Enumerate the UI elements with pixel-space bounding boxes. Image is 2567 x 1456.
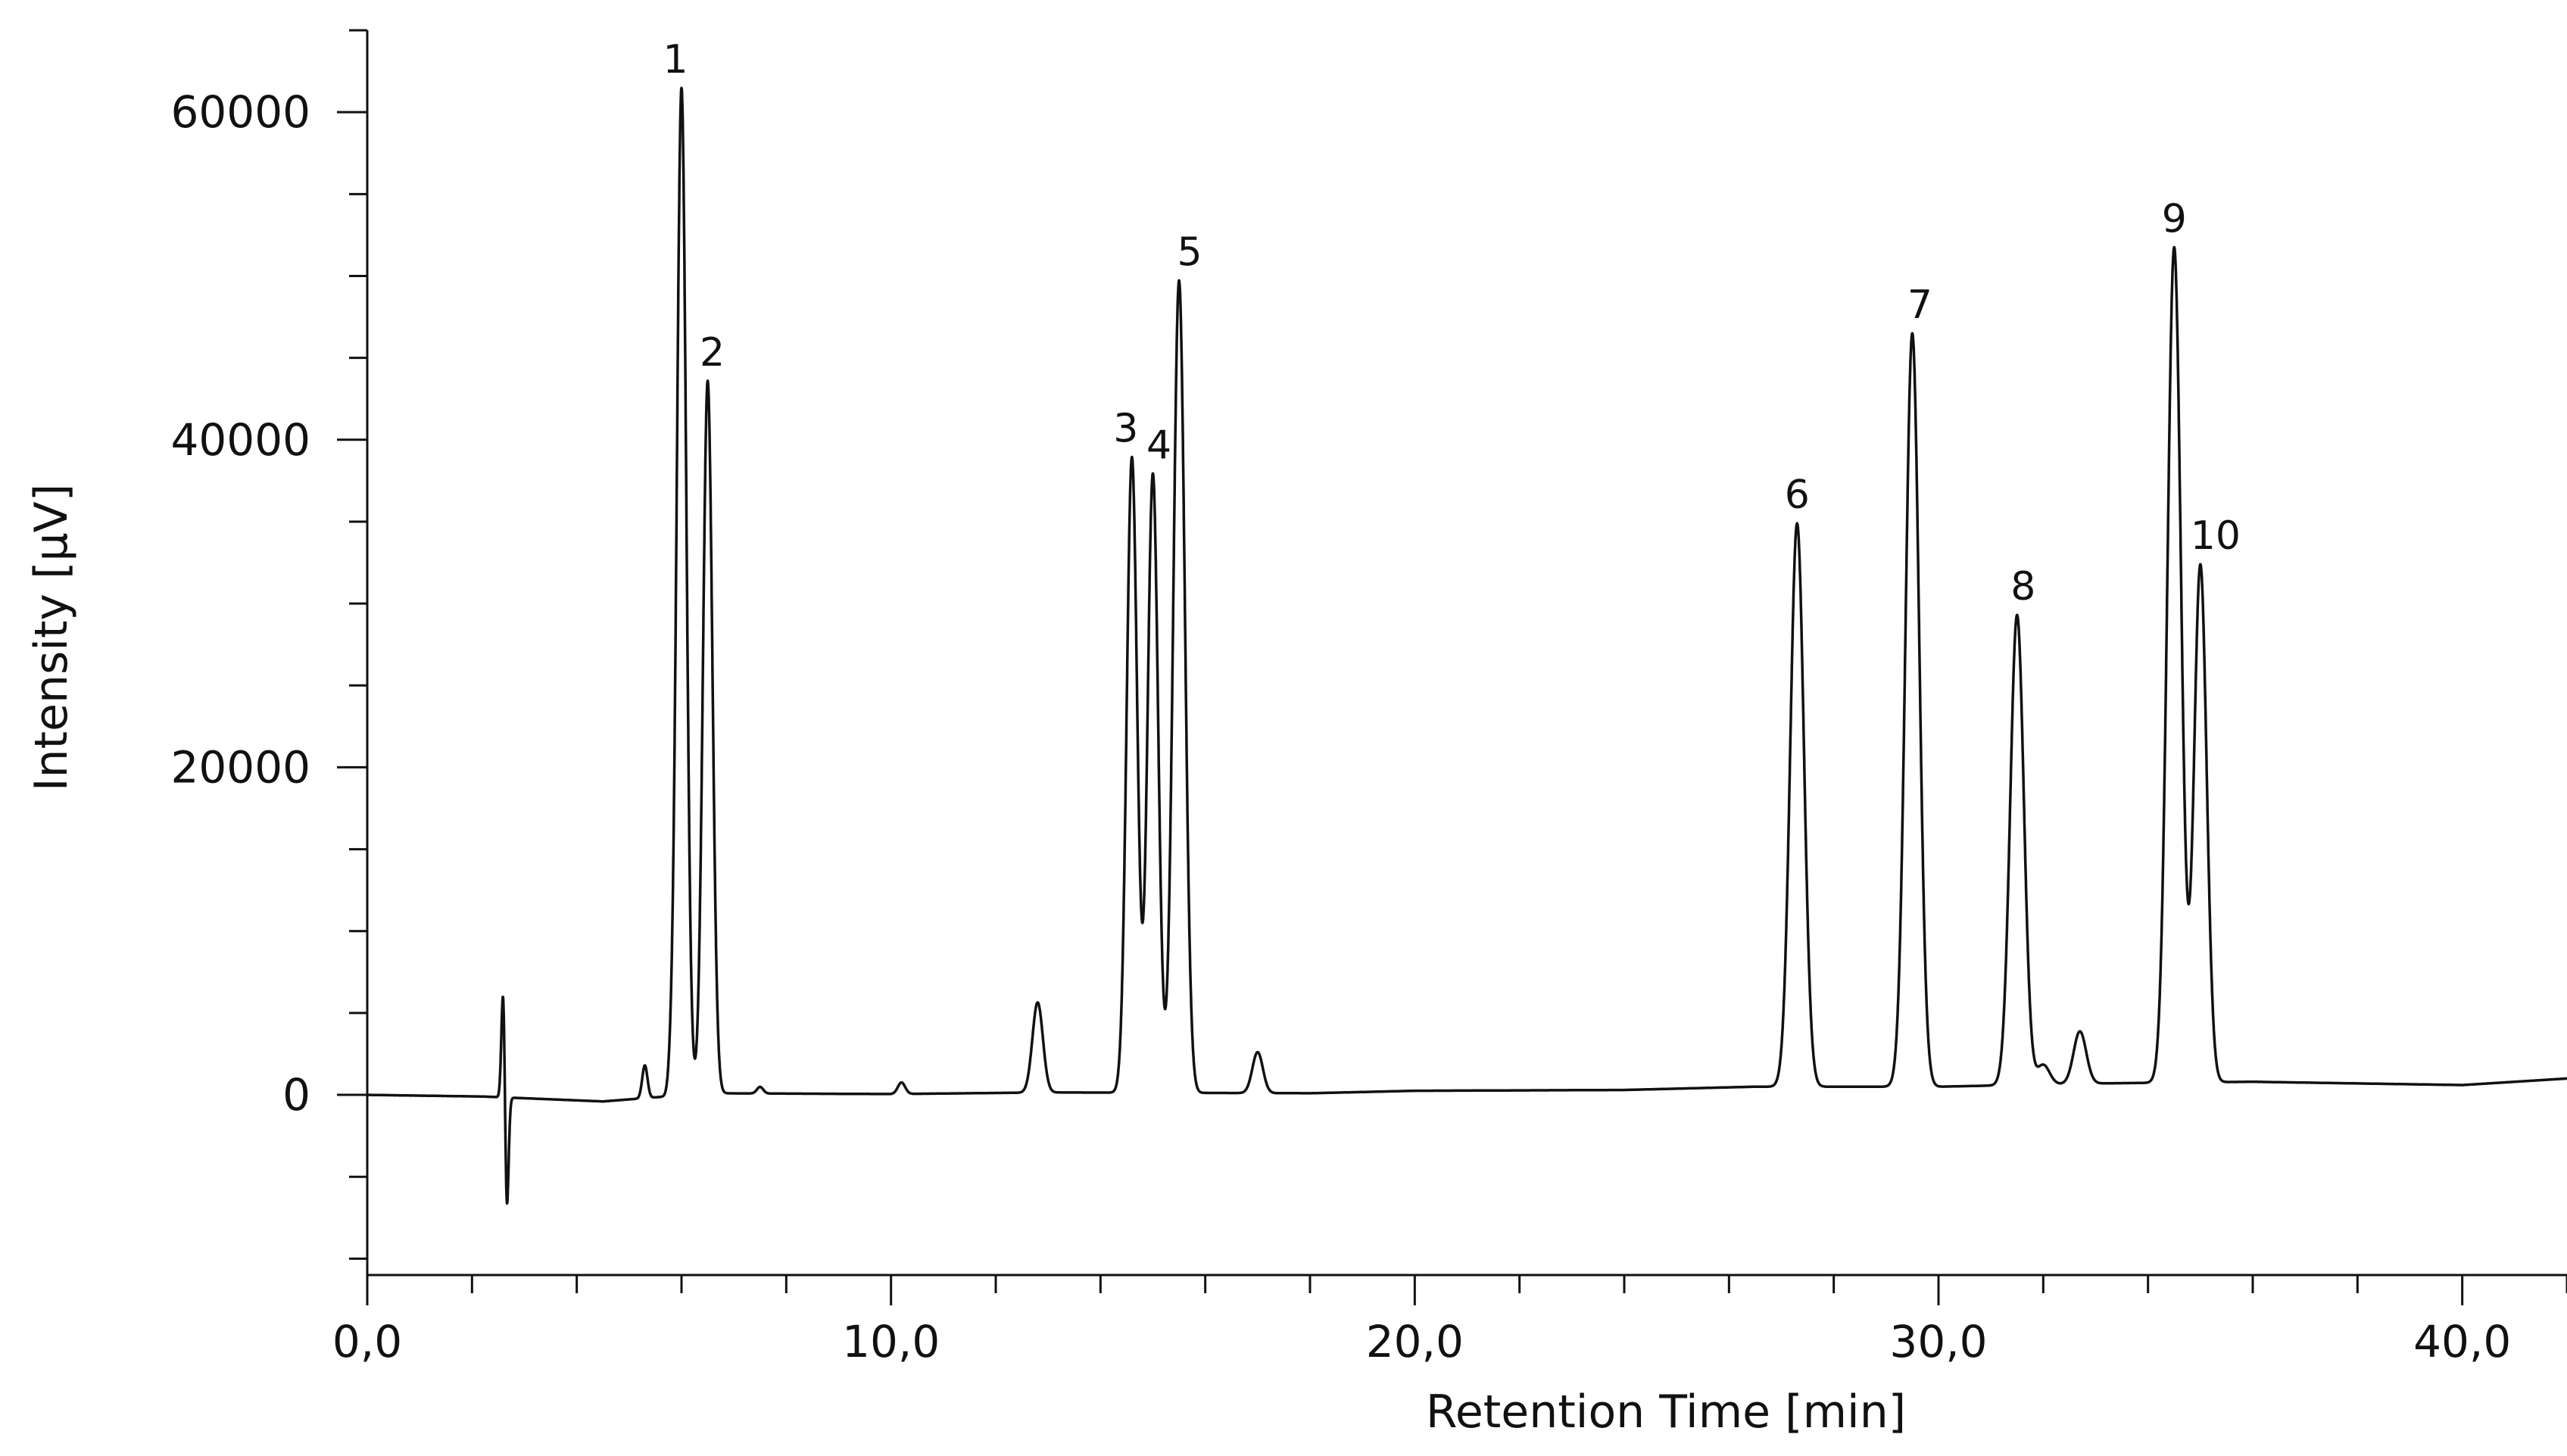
peak-label: 8 <box>2010 564 2035 610</box>
axes <box>366 30 2567 1277</box>
y-tick-label: 60000 <box>170 86 310 138</box>
y-tick-label: 20000 <box>170 741 310 793</box>
x-tick-label: 30,0 <box>1889 1316 1987 1367</box>
x-tick-label: 0,0 <box>332 1316 402 1367</box>
peak-label: 4 <box>1146 422 1171 468</box>
y-axis-title: Intensity [µV] <box>25 484 78 791</box>
peak-label: 7 <box>1907 282 1932 328</box>
peak-label: 3 <box>1113 407 1138 452</box>
peak-label: 2 <box>700 330 725 376</box>
ticks: 0,0 10,0 20,0 30,0 40,0 0 20000 40000 60000 <box>170 29 2567 1367</box>
x-axis-title: Retention Time [min] <box>1426 1386 1906 1439</box>
peak-label: 5 <box>1177 229 1202 275</box>
peak-labels: 1 2 3 4 5 6 7 8 9 10 <box>663 37 2240 610</box>
peak-label: 9 <box>2162 197 2187 242</box>
peak-label: 10 <box>2191 513 2241 559</box>
x-tick-label: 10,0 <box>842 1316 940 1367</box>
peak-label: 1 <box>663 37 688 83</box>
x-tick-label: 40,0 <box>2413 1316 2511 1367</box>
chromatogram-trace <box>366 86 2567 1205</box>
y-tick-label: 40000 <box>170 414 310 466</box>
peak-label: 6 <box>1785 472 1810 518</box>
x-tick-label: 20,0 <box>1366 1316 1464 1367</box>
y-tick-label: 0 <box>282 1069 310 1121</box>
